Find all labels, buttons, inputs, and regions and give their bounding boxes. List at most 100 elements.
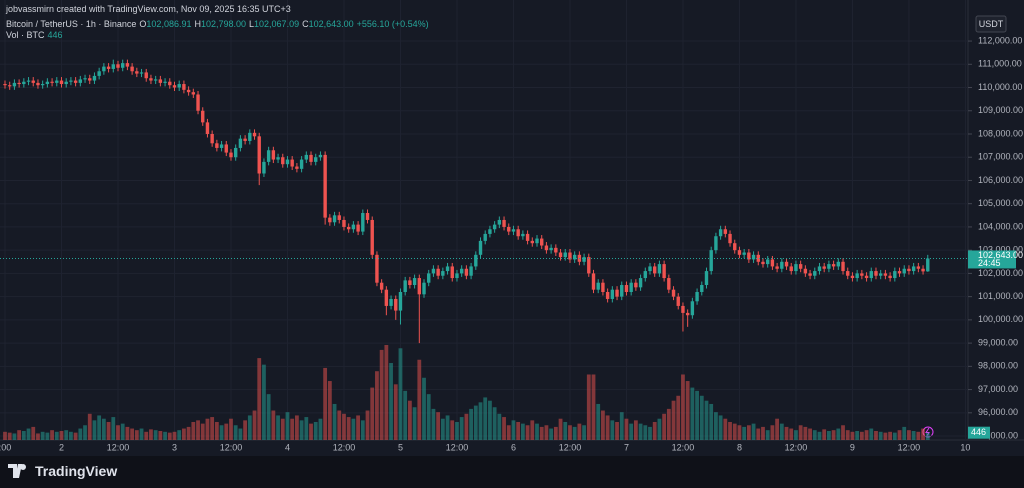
volume-bar — [888, 431, 893, 440]
volume-value-label: 446 — [971, 427, 986, 437]
candle-body — [789, 266, 793, 272]
candle-body — [389, 298, 393, 306]
volume-bar — [407, 400, 412, 440]
candle-body — [907, 268, 911, 272]
candle-body — [751, 254, 756, 260]
volume-bar — [200, 423, 205, 440]
volume-bar — [153, 430, 158, 440]
volume-bar — [370, 387, 375, 440]
candle-body — [568, 252, 572, 260]
candle-body — [50, 81, 54, 83]
volume-bar — [907, 430, 911, 440]
volume-bar — [596, 403, 601, 440]
volume-bar — [120, 423, 125, 440]
candle-body — [916, 266, 921, 269]
volume-bar — [69, 431, 73, 440]
candle-body — [516, 229, 520, 237]
volume-bar — [36, 433, 40, 440]
volume-bar — [450, 420, 455, 440]
volume-bar — [563, 421, 568, 440]
currency[interactable]: USDT — [979, 19, 1004, 29]
credit: jobvassmirn created with TradingView.com… — [6, 4, 291, 14]
volume-bar — [224, 423, 229, 440]
volume-bar — [746, 425, 751, 440]
volume-bar — [327, 381, 332, 440]
volume-bar — [497, 413, 502, 440]
volume-bar — [756, 428, 761, 440]
candle-body — [469, 266, 473, 276]
volume-pane — [3, 345, 930, 440]
candle-body — [412, 278, 417, 286]
candle-body — [723, 229, 728, 234]
logo[interactable]: TradingView — [8, 463, 117, 479]
volume-bar — [502, 417, 506, 440]
candle-body — [125, 63, 130, 67]
candle-body — [116, 64, 120, 68]
symbol: Bitcoin / TetherUS · 1h · Binance — [6, 19, 137, 29]
y-tick-label: 101,000.00 — [978, 291, 1023, 301]
candle-body — [902, 268, 906, 274]
volume-bar — [125, 426, 130, 440]
candle-body — [177, 84, 181, 88]
volume-bar — [290, 418, 295, 440]
volume-bar — [492, 407, 497, 440]
candle-body — [841, 261, 845, 272]
y-tick-label: 104,000.00 — [978, 221, 1023, 231]
x-tick-label: 8 — [737, 442, 742, 452]
volume-bar — [323, 367, 328, 440]
candle-body — [26, 80, 31, 82]
volume-bar — [591, 374, 596, 440]
volume-bar — [158, 430, 163, 440]
candle-body — [243, 138, 247, 141]
y-tick-label: 106,000.00 — [978, 175, 1023, 185]
legend: Bitcoin / TetherUS · 1h · Binance O102,0… — [6, 19, 429, 29]
volume-bar — [652, 421, 657, 440]
volume-bar — [163, 431, 167, 440]
x-tick-label: 2 — [59, 442, 64, 452]
candle-body — [596, 282, 600, 290]
volume-bar — [229, 418, 233, 440]
candle-body — [761, 261, 765, 265]
y-tick-label: 98,000.00 — [978, 361, 1018, 371]
volume-bar — [841, 425, 845, 440]
volume-bar — [426, 394, 431, 440]
volume-bar — [257, 358, 262, 440]
volume-bar — [436, 412, 441, 440]
candle-body — [229, 152, 233, 158]
candle-body — [718, 229, 723, 237]
volume-bar — [464, 413, 469, 440]
candle-body — [817, 266, 822, 272]
volume-bar — [304, 417, 309, 440]
volume-bar — [247, 415, 252, 440]
volume-bar — [732, 423, 737, 440]
volume-bar — [648, 426, 652, 440]
candle-body — [97, 71, 101, 76]
volume-bar — [568, 425, 572, 440]
candle-body — [445, 266, 450, 272]
volume-bar — [356, 415, 360, 440]
volume-bar — [728, 421, 732, 440]
volume-bar — [699, 395, 704, 440]
x-tick-label: 12:00 — [220, 442, 243, 452]
y-tick-label: 103,000.00 — [978, 245, 1023, 255]
candle-body — [676, 296, 680, 306]
candle-body — [483, 233, 487, 241]
candle-body — [417, 278, 422, 295]
y-tick-label: 97,000.00 — [978, 384, 1018, 394]
volume-value: 446 — [47, 30, 63, 40]
candle-body — [375, 254, 379, 283]
volume-bar — [379, 349, 384, 440]
candle-body — [690, 301, 695, 316]
volume-bar — [262, 364, 266, 440]
currency-button[interactable] — [975, 15, 1007, 33]
candle-body — [813, 271, 817, 276]
candle-body — [365, 212, 370, 220]
candle-body — [271, 150, 276, 160]
candles — [3, 59, 930, 344]
volume-bar — [412, 407, 417, 440]
volume-bar — [577, 423, 582, 440]
candle-body — [73, 80, 78, 83]
volume-bar — [864, 430, 869, 440]
volume-bar — [850, 431, 855, 440]
candle-body — [398, 291, 403, 311]
